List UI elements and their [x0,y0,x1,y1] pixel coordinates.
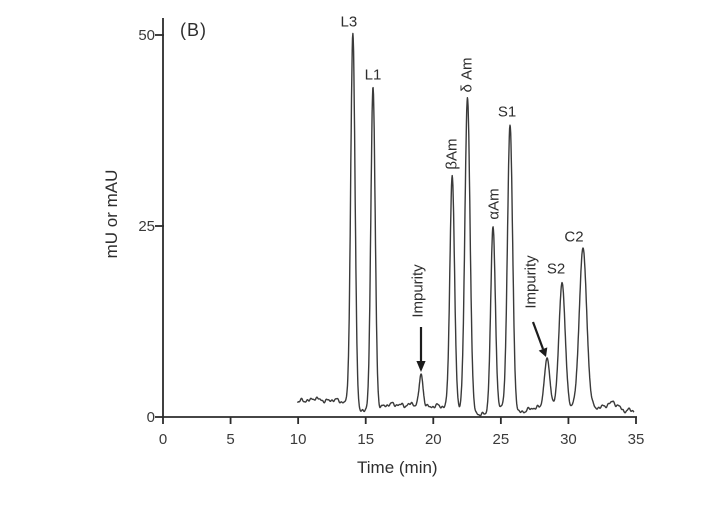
chromatogram-trace-layer [296,32,635,417]
x-tick-label: 10 [289,431,307,448]
y-axis-title: mU or mAU [102,169,121,259]
peak-label-L3: L3 [340,13,358,31]
x-tick-label: 5 [226,431,235,448]
chromatogram-trace [296,32,635,417]
peak-label-impurity: Impurity [409,264,427,318]
peak-label-impurity: Impurity [522,255,540,309]
x-tick-label: 0 [158,431,168,448]
y-tick-label: 50 [138,27,155,44]
axes [155,18,637,424]
impurity-arrow-line [531,321,545,350]
x-tick-label: 25 [492,431,510,448]
peak-label-C2: C2 [564,228,584,246]
panel-label: (B) [180,20,207,40]
peak-label-βAm: βAm [443,138,461,170]
peak-label-S2: S2 [546,260,566,278]
y-tick-label: 25 [138,218,155,235]
peak-label-S1: S1 [497,103,517,121]
impurity-arrow-head [416,361,426,372]
impurity-arrows-layer [416,321,548,372]
y-tick-label: 0 [146,409,155,426]
peak-label-αAm: αAm [485,188,503,220]
x-tick-label: 35 [627,431,645,448]
peak-label-δ Am: δ Am [458,57,476,93]
x-tick-label: 30 [560,431,577,448]
impurity-arrow-head [538,347,548,357]
x-tick-label: 15 [357,431,375,448]
peak-label-L1: L1 [364,66,382,84]
x-tick-label: 20 [424,431,442,448]
x-axis-title: Time (min) [357,458,438,477]
